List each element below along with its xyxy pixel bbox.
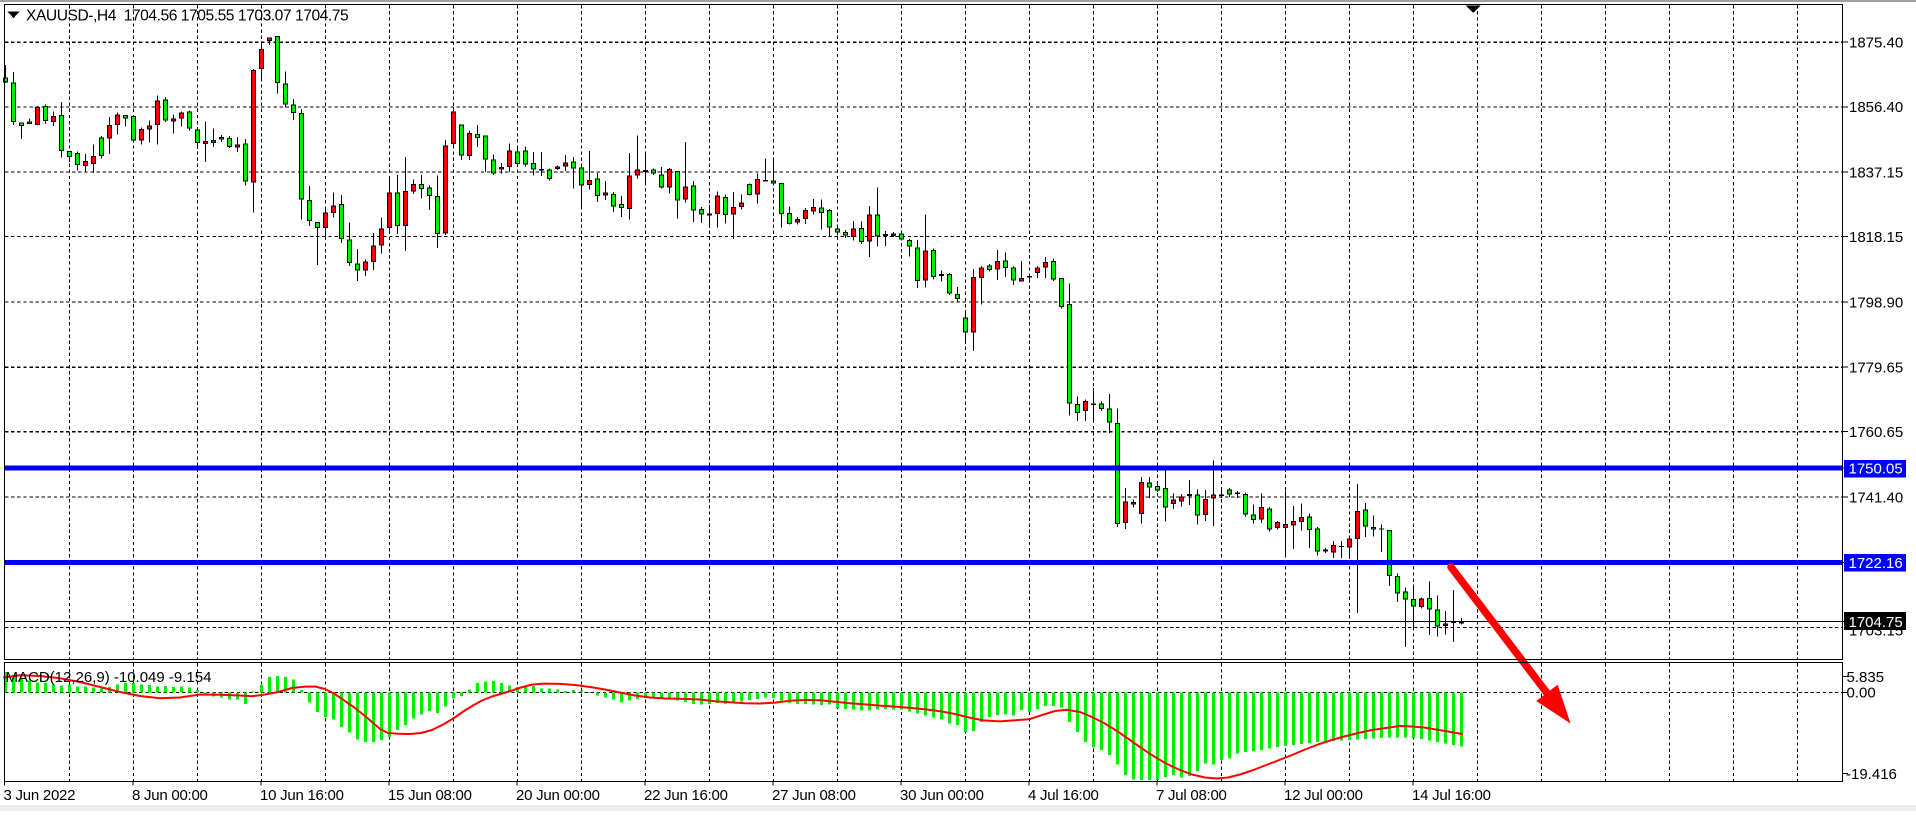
svg-text:0.00: 0.00 (1847, 685, 1876, 702)
svg-text:1760.65: 1760.65 (1849, 424, 1903, 441)
svg-text:15 Jun 08:00: 15 Jun 08:00 (388, 787, 472, 804)
svg-text:1750.05: 1750.05 (1849, 460, 1903, 477)
svg-text:27 Jun 08:00: 27 Jun 08:00 (772, 787, 856, 804)
svg-text:22 Jun 16:00: 22 Jun 16:00 (644, 787, 728, 804)
svg-text:1798.90: 1798.90 (1849, 294, 1903, 311)
svg-text:7 Jul 08:00: 7 Jul 08:00 (1156, 787, 1227, 804)
svg-text:30 Jun 00:00: 30 Jun 00:00 (900, 787, 984, 804)
svg-text:5.835: 5.835 (1847, 669, 1885, 686)
svg-text:12 Jul 00:00: 12 Jul 00:00 (1284, 787, 1363, 804)
svg-text:1818.15: 1818.15 (1849, 229, 1903, 246)
svg-text:8 Jun 00:00: 8 Jun 00:00 (132, 787, 208, 804)
svg-text:20 Jun 00:00: 20 Jun 00:00 (516, 787, 600, 804)
svg-text:1837.15: 1837.15 (1849, 165, 1903, 182)
svg-text:4 Jul 16:00: 4 Jul 16:00 (1028, 787, 1099, 804)
svg-text:MACD(12,26,9) -10.049 -9.154: MACD(12,26,9) -10.049 -9.154 (6, 669, 212, 686)
svg-text:1722.16: 1722.16 (1849, 555, 1903, 572)
svg-text:1779.65: 1779.65 (1849, 360, 1903, 377)
svg-text:14 Jul 16:00: 14 Jul 16:00 (1412, 787, 1491, 804)
svg-text:1704.75: 1704.75 (1849, 614, 1903, 631)
svg-text:10 Jun 16:00: 10 Jun 16:00 (260, 787, 344, 804)
svg-text:1856.40: 1856.40 (1849, 99, 1903, 116)
svg-text:3 Jun 2022: 3 Jun 2022 (4, 787, 76, 804)
svg-text:1875.40: 1875.40 (1849, 35, 1903, 52)
svg-text:XAUUSD-,H4 1704.56 1705.55 17: XAUUSD-,H4 1704.56 1705.55 1703.07 1704.… (26, 8, 349, 25)
svg-text:-19.416: -19.416 (1846, 766, 1897, 783)
svg-text:1741.40: 1741.40 (1849, 490, 1903, 507)
